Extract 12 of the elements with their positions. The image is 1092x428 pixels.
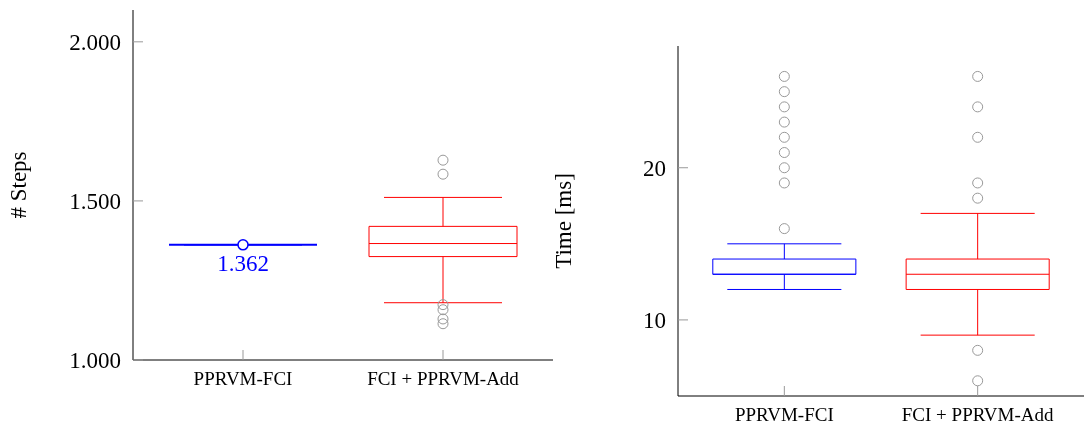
y-tick-label: 10: [643, 308, 666, 334]
x-tick-label: PPRVM-FCI: [734, 404, 834, 426]
y-tick-label: 1.000: [69, 348, 121, 374]
y-tick-label: 2.000: [69, 29, 121, 55]
y-axis-title: # Steps: [6, 151, 32, 219]
y-tick-label: 20: [643, 155, 666, 181]
y-tick-label: 1.500: [69, 189, 121, 215]
annotation: 1.362: [217, 251, 269, 277]
x-tick-label: FCI + PPRVM-Add: [901, 404, 1055, 426]
x-tick-label: FCI + PPRVM-Add: [367, 368, 520, 390]
y-axis-title: Time [ms]: [551, 173, 577, 269]
x-tick-label: PPRVM-FCI: [193, 368, 293, 390]
